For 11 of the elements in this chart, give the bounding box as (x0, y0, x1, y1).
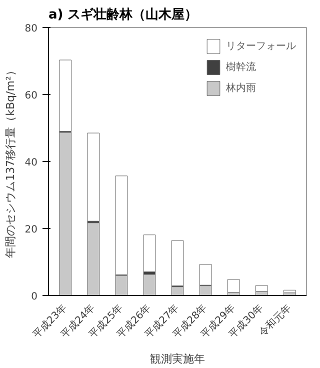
y-tick-label: 80 (24, 24, 38, 34)
legend-label: 樹幹流 (226, 60, 256, 74)
chart-title: a) スギ壮齢林（山木屋） (48, 8, 198, 22)
x-axis-title: 観測実施年 (150, 352, 205, 366)
legend-label: 林内雨 (226, 82, 256, 95)
y-axis-title: 年間のセシウム137移行量（kBq/m²） (4, 65, 17, 258)
y-tick-label: 20 (24, 224, 38, 236)
y-tick-label: 0 (31, 292, 38, 302)
y-tick-label: 40 (24, 158, 38, 168)
y-tick-label: 60 (24, 90, 38, 102)
legend-label: リターフォール (226, 40, 296, 53)
